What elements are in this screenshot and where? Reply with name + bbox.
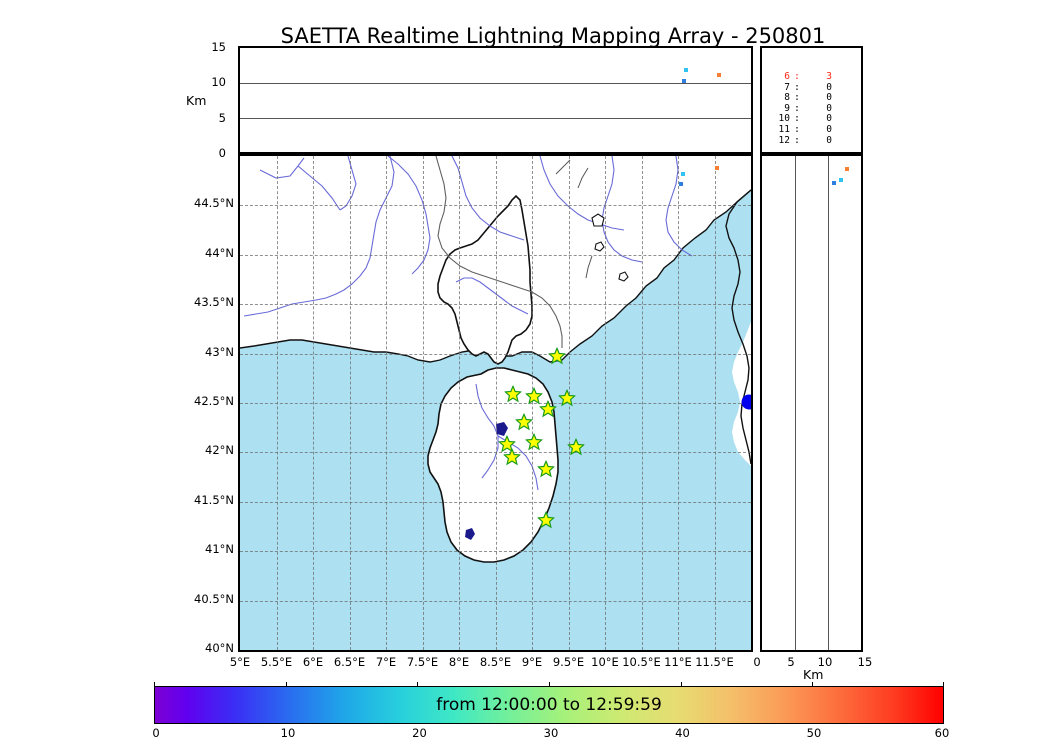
lon-tick: 7°E	[375, 655, 397, 669]
colorbar-tick: 10	[280, 726, 296, 740]
source-point	[684, 68, 688, 72]
lma-station-marker	[525, 387, 543, 405]
station-count-list: 6:3 7:0 8:0 9:0 10:0 11:0 12:0	[768, 71, 832, 146]
lon-tick: 10°E	[591, 655, 619, 669]
lat-tick: 43°N	[205, 344, 234, 359]
lma-station-marker	[548, 347, 566, 365]
lon-tick: 5.5°E	[260, 655, 293, 669]
lon-tick: 8.5°E	[479, 655, 512, 669]
station-count-row: 12:0	[778, 134, 832, 146]
lma-station-marker	[525, 433, 543, 451]
top-panel-ytick: 5	[218, 111, 226, 125]
station-count-row: 7:0	[784, 81, 832, 93]
source-point	[832, 181, 836, 185]
lon-tick: 6°E	[302, 655, 324, 669]
right-panel-xtick: 10	[817, 655, 833, 669]
lon-tick: 7.5°E	[406, 655, 439, 669]
lon-tick: 6.5°E	[333, 655, 366, 669]
lma-station-marker	[537, 460, 555, 478]
blue-dot-marker	[741, 394, 751, 410]
source-point	[681, 172, 685, 176]
lat-tick: 44.5°N	[194, 196, 234, 211]
top-panel-ytick: 10	[211, 75, 226, 89]
right-panel-axis-label: Km	[803, 667, 824, 682]
lon-tick: 11.5°E	[695, 655, 734, 669]
station-count-row: 9:0	[784, 102, 832, 114]
source-point	[717, 73, 721, 77]
lma-station-marker	[558, 389, 576, 407]
lon-tick: 10.5°E	[622, 655, 661, 669]
top-panel-ytick: 0	[218, 146, 226, 160]
station-count-stats-panel: 6:3 7:0 8:0 9:0 10:0 11:0 12:0	[760, 46, 863, 154]
lat-tick: 40°N	[205, 641, 234, 655]
top-panel-ytick: 15	[211, 40, 226, 54]
lat-tick: 41.5°N	[194, 492, 234, 507]
source-point	[715, 166, 719, 170]
right-panel-xtick: 5	[787, 655, 795, 669]
right-panel-xtick: 0	[753, 655, 761, 669]
station-count-row: 8:0	[784, 92, 832, 104]
station-count-row: 11:0	[778, 123, 832, 135]
lat-tick: 40.5°N	[194, 591, 234, 606]
altitude-latitude-panel	[760, 154, 863, 652]
lma-station-marker	[539, 400, 557, 418]
lat-tick: 42°N	[205, 443, 234, 458]
lma-station-marker	[537, 511, 555, 529]
source-point	[682, 79, 686, 83]
colorbar-tick: 60	[934, 726, 950, 740]
source-point	[839, 178, 843, 182]
right-panel-xtick: 15	[857, 655, 873, 669]
lat-tick: 42.5°N	[194, 394, 234, 408]
colorbar-tick: 20	[412, 726, 427, 740]
colorbar-time-label: from 12:00:00 to 12:59:59	[436, 695, 662, 715]
station-count-row: 6:3	[784, 71, 832, 82]
source-point	[845, 167, 849, 171]
lat-tick: 41°N	[205, 542, 234, 557]
lon-tick: 9.5°E	[552, 655, 585, 669]
source-point	[679, 182, 683, 186]
station-count-row: 10:0	[778, 113, 832, 125]
lma-station-marker	[498, 435, 516, 453]
lon-tick: 11°E	[664, 655, 692, 669]
lma-station-marker	[503, 448, 521, 466]
lat-tick: 44°N	[205, 245, 234, 260]
lon-tick: 5°E	[229, 655, 251, 669]
colorbar-tick: 40	[675, 726, 690, 740]
altitude-longitude-panel	[238, 46, 753, 154]
lma-station-marker	[504, 385, 522, 403]
colorbar-tick: 50	[806, 726, 822, 740]
colorbar: from 12:00:00 to 12:59:59	[154, 686, 944, 724]
page-title: SAETTA Realtime Lightning Mapping Array …	[280, 24, 826, 48]
lat-tick: 43.5°N	[194, 295, 234, 310]
lon-tick: 9°E	[521, 655, 543, 669]
colorbar-tick: 0	[152, 726, 160, 740]
map-panel	[238, 154, 753, 652]
lma-station-marker	[567, 438, 585, 456]
lon-tick: 8°E	[448, 655, 470, 669]
top-panel-axis-label: Km	[186, 93, 207, 108]
colorbar-tick: 30	[543, 726, 559, 740]
lma-station-marker	[515, 413, 533, 431]
